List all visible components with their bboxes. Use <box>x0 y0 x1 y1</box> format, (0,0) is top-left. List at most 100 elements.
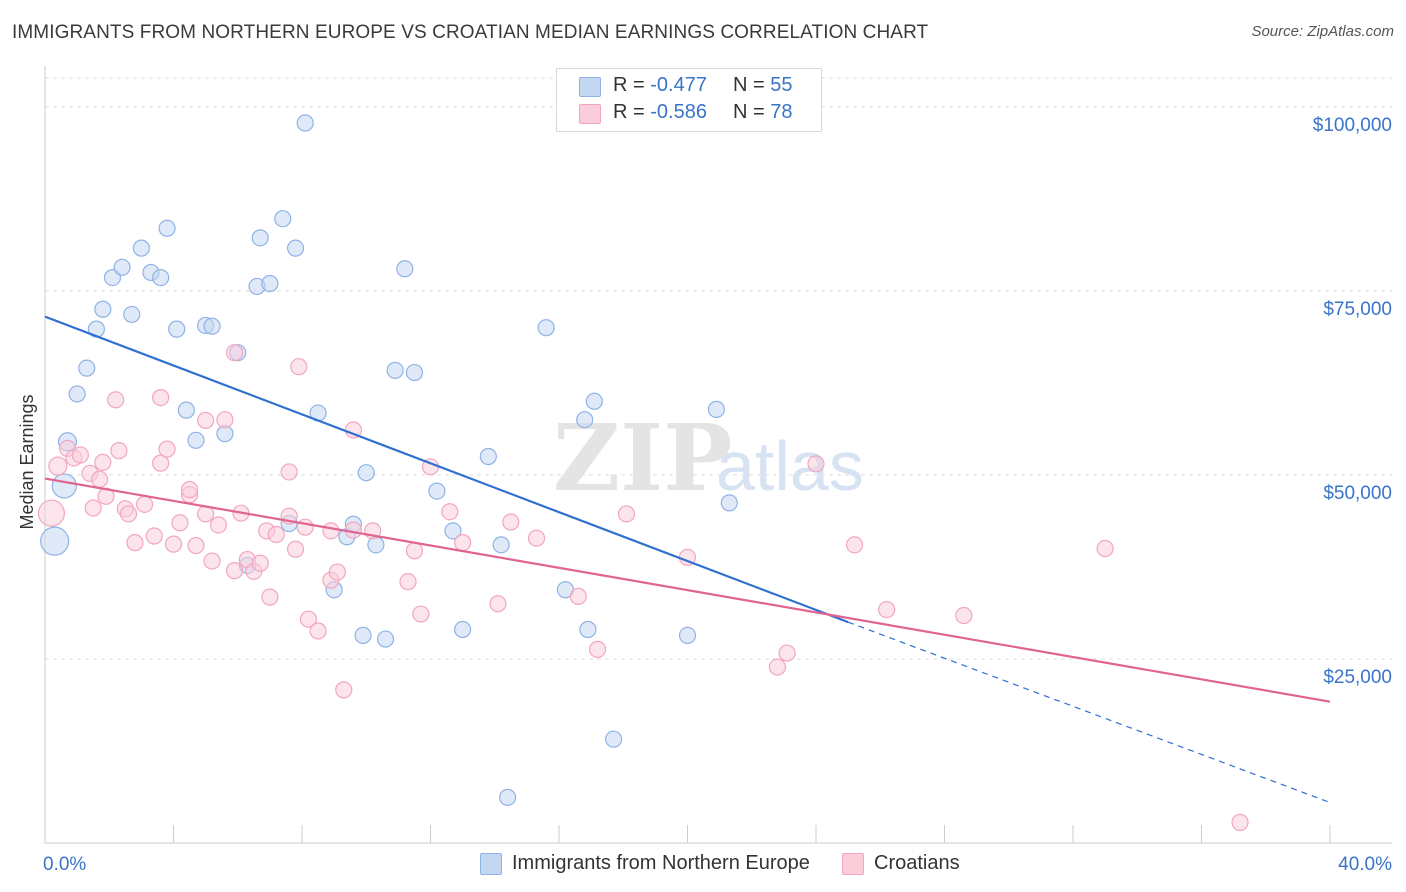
point-croatians <box>1096 539 1114 558</box>
point-northern-europe <box>177 401 195 419</box>
point-northern-europe <box>386 361 404 379</box>
point-northern-europe <box>585 392 603 410</box>
chart-source: Source: ZipAtlas.com <box>1251 23 1394 40</box>
point-northern-europe <box>286 239 305 257</box>
x-tick-label-min: 0.0% <box>43 854 86 875</box>
y-tick-label: $75,000 <box>1323 299 1392 320</box>
point-croatians <box>164 535 183 553</box>
point-northern-europe <box>51 473 77 499</box>
r-label: R = <box>613 101 645 123</box>
axes <box>44 66 1392 844</box>
trend-lines <box>44 315 1331 804</box>
point-northern-europe <box>405 363 424 382</box>
point-croatians <box>37 499 66 527</box>
point-northern-europe <box>152 269 170 287</box>
point-croatians <box>845 536 864 554</box>
point-croatians <box>71 446 89 464</box>
point-croatians <box>203 552 221 570</box>
point-croatians <box>107 391 125 409</box>
point-croatians <box>135 495 154 513</box>
point-croatians <box>94 453 112 471</box>
point-northern-europe <box>94 300 112 318</box>
point-croatians <box>91 470 109 488</box>
point-northern-europe <box>296 114 314 132</box>
y-axis-label: Median Earnings <box>17 394 37 529</box>
point-croatians <box>290 358 308 376</box>
point-northern-europe <box>274 210 292 228</box>
legend-swatch-croatians <box>842 853 864 875</box>
point-croatians <box>158 440 176 458</box>
point-croatians <box>617 505 636 523</box>
point-northern-europe <box>444 522 462 540</box>
point-croatians <box>251 554 269 572</box>
series-swatch-northern-europe <box>579 77 601 97</box>
point-northern-europe <box>720 494 738 512</box>
point-croatians <box>768 658 787 676</box>
n-label: N = <box>733 101 765 123</box>
r-value: -0.477 <box>650 74 707 96</box>
point-croatians <box>328 563 346 581</box>
point-northern-europe <box>168 320 186 338</box>
point-northern-europe <box>454 620 472 639</box>
data-points <box>37 114 1249 831</box>
point-northern-europe <box>123 305 141 324</box>
point-croatians <box>296 518 314 536</box>
point-northern-europe <box>367 536 385 554</box>
point-northern-europe <box>251 229 269 247</box>
point-croatians <box>441 503 459 521</box>
point-croatians <box>180 481 199 499</box>
point-croatians <box>299 610 318 628</box>
y-tick-label: $50,000 <box>1323 483 1392 504</box>
point-croatians <box>878 601 896 619</box>
point-croatians <box>280 463 298 481</box>
r-label: R = <box>613 74 645 96</box>
chart-title: IMMIGRANTS FROM NORTHERN EUROPE VS CROAT… <box>12 22 929 43</box>
point-northern-europe <box>68 385 86 403</box>
point-croatians <box>335 681 353 699</box>
point-northern-europe <box>187 431 205 449</box>
point-northern-europe <box>479 447 497 466</box>
point-northern-europe <box>428 482 446 500</box>
legend-swatch-northern-europe <box>480 853 502 875</box>
point-croatians <box>145 527 163 545</box>
point-croatians <box>412 605 430 623</box>
point-croatians <box>197 411 215 430</box>
point-northern-europe <box>132 239 150 257</box>
n-value: 55 <box>770 74 793 96</box>
point-croatians <box>399 573 417 591</box>
point-northern-europe <box>40 526 70 556</box>
series-swatch-croatians <box>579 104 601 124</box>
point-croatians <box>152 389 170 407</box>
n-value: 78 <box>770 101 793 123</box>
point-croatians <box>267 525 285 544</box>
legend-label-croatians: Croatians <box>874 852 960 874</box>
point-croatians <box>171 514 189 532</box>
point-croatians <box>1231 813 1249 831</box>
r-value: -0.586 <box>650 101 707 123</box>
point-northern-europe <box>354 626 372 644</box>
point-northern-europe <box>605 730 623 748</box>
point-northern-europe <box>113 258 131 276</box>
series-croatians <box>37 344 1249 831</box>
point-croatians <box>527 529 546 547</box>
point-croatians <box>807 455 825 473</box>
point-northern-europe <box>261 274 279 293</box>
tick-labels: $25,000 $50,000 $75,000 $100,000 0.0% 40.0% <box>43 115 1392 875</box>
point-croatians <box>187 536 205 555</box>
point-northern-europe <box>78 359 96 377</box>
point-croatians <box>489 595 507 613</box>
point-northern-europe <box>492 536 510 554</box>
point-croatians <box>569 587 587 605</box>
y-tick-label: $100,000 <box>1313 115 1392 136</box>
point-croatians <box>502 513 520 531</box>
x-tick-label-max: 40.0% <box>1338 854 1392 875</box>
point-croatians <box>209 516 228 534</box>
trend-line-croatians <box>44 477 1331 703</box>
point-northern-europe <box>537 319 555 337</box>
point-northern-europe <box>357 464 375 482</box>
point-croatians <box>286 540 305 558</box>
point-croatians <box>152 454 170 472</box>
point-croatians <box>261 588 279 606</box>
point-croatians <box>309 622 327 640</box>
